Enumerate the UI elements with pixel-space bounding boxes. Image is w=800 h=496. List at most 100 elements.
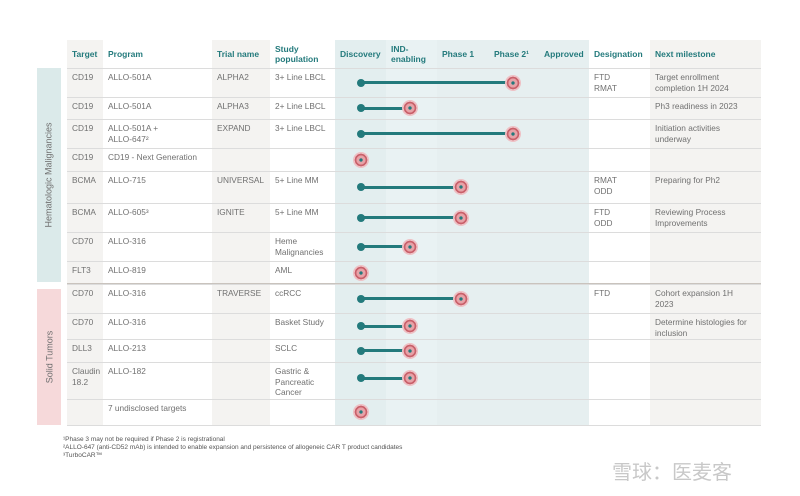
cell-program: ALLO-316 bbox=[108, 288, 146, 298]
cell-trial bbox=[217, 261, 269, 265]
cell-program: 7 undisclosed targets bbox=[108, 403, 187, 413]
cell-program: ALLO-605³ bbox=[108, 207, 149, 217]
cell-milestone bbox=[655, 232, 760, 236]
cell-population: 5+ Line MM bbox=[275, 207, 319, 217]
cell-population bbox=[275, 148, 334, 152]
cell-target: CD70 bbox=[72, 317, 94, 327]
start-dot bbox=[357, 78, 365, 87]
cell-trial: TRAVERSE bbox=[217, 288, 262, 298]
cell-program: CD19 - Next Generation bbox=[108, 152, 198, 162]
cell-designation: RMAT ODD bbox=[594, 175, 617, 196]
cell-target: BCMA bbox=[72, 207, 96, 217]
cell-program: ALLO-715 bbox=[108, 175, 146, 185]
cell-target: FLT3 bbox=[72, 265, 91, 275]
cell-designation: FTD bbox=[594, 288, 611, 298]
cell-population: AML bbox=[275, 265, 293, 275]
cell-program: ALLO-819 bbox=[108, 265, 146, 275]
cell-population: SCLC bbox=[275, 343, 298, 353]
column-bg bbox=[103, 40, 212, 426]
header-1: Program bbox=[108, 49, 143, 59]
cell-target: CD19 bbox=[72, 123, 94, 133]
start-dot bbox=[357, 294, 365, 303]
cell-target: CD70 bbox=[72, 288, 94, 298]
cell-program: ALLO-182 bbox=[108, 366, 146, 376]
cell-milestone bbox=[655, 261, 760, 265]
column-bg bbox=[589, 40, 650, 426]
header-5: IND- enabling bbox=[391, 44, 426, 64]
progress-line bbox=[361, 376, 410, 380]
group-label: Hematologic Malignancies bbox=[44, 122, 54, 228]
stage-marker-icon bbox=[402, 342, 418, 359]
cell-program: ALLO-213 bbox=[108, 343, 146, 353]
cell-population: Gastric & Pancreatic Cancer bbox=[275, 366, 315, 397]
stage-marker-icon bbox=[353, 151, 369, 168]
header-4: Discovery bbox=[340, 49, 381, 59]
cell-program: ALLO-316 bbox=[108, 236, 146, 246]
column-bg bbox=[489, 40, 539, 426]
cell-target: Claudin 18.2 bbox=[72, 366, 101, 387]
header-3: Study population bbox=[275, 44, 319, 64]
cell-milestone: Target enrollment completion 1H 2024 bbox=[655, 72, 729, 93]
table-row bbox=[67, 339, 761, 363]
cell-milestone bbox=[655, 148, 760, 152]
cell-trial bbox=[217, 313, 269, 317]
stage-marker-icon bbox=[353, 404, 369, 420]
cell-trial: EXPAND bbox=[217, 123, 251, 133]
cell-milestone: Reviewing Process Improvements bbox=[655, 207, 726, 228]
footnotes: ¹Phase 3 may not be required if Phase 2 … bbox=[63, 436, 402, 460]
progress-line bbox=[361, 245, 410, 248]
column-bg bbox=[539, 40, 589, 426]
table-row bbox=[67, 284, 761, 314]
progress-line bbox=[361, 132, 513, 135]
cell-designation: FTD RMAT bbox=[594, 72, 617, 93]
stage-marker-icon bbox=[453, 179, 469, 195]
stage-marker-icon bbox=[402, 370, 418, 386]
cell-population: 3+ Line LBCL bbox=[275, 123, 326, 133]
cell-population: ccRCC bbox=[275, 288, 302, 298]
cell-trial: UNIVERSAL bbox=[217, 175, 265, 185]
cell-program: ALLO-316 bbox=[108, 317, 146, 327]
cell-trial bbox=[217, 232, 269, 236]
table-row bbox=[67, 313, 761, 340]
cell-designation: FTD ODD bbox=[594, 207, 613, 228]
cell-target bbox=[72, 399, 102, 403]
start-dot bbox=[357, 242, 365, 251]
cell-trial: ALPHA2 bbox=[217, 72, 249, 82]
cell-target: CD19 bbox=[72, 72, 94, 82]
header-10: Next milestone bbox=[655, 49, 716, 59]
cell-population: 5+ Line MM bbox=[275, 175, 319, 185]
cell-milestone: Ph3 readiness in 2023 bbox=[655, 101, 738, 111]
cell-program: ALLO-501A bbox=[108, 72, 152, 82]
group-label: Solid Tumors bbox=[44, 330, 54, 384]
footnote-3: ³TurboCAR™ bbox=[63, 452, 103, 459]
footnote-2: ²ALLO-647 (anti-CD52 mAb) is intended to… bbox=[63, 444, 403, 451]
cell-population: 3+ Line LBCL bbox=[275, 72, 326, 82]
stage-marker-icon bbox=[505, 125, 521, 142]
group-solid-tumors: Solid Tumors bbox=[37, 289, 61, 425]
header-2: Trial name bbox=[217, 49, 260, 59]
column-bg bbox=[67, 40, 103, 426]
table-row bbox=[67, 362, 761, 400]
table-row bbox=[67, 119, 761, 149]
header-6: Phase 1 bbox=[442, 49, 475, 59]
cell-milestone bbox=[655, 399, 760, 403]
start-dot bbox=[357, 346, 365, 355]
progress-line bbox=[361, 297, 461, 300]
start-dot bbox=[357, 129, 365, 138]
start-dot bbox=[357, 183, 365, 191]
cell-target: CD19 bbox=[72, 101, 94, 111]
group-hematologic: Hematologic Malignancies bbox=[37, 68, 61, 282]
cell-trial: ALPHA3 bbox=[217, 101, 249, 111]
cell-target: DLL3 bbox=[72, 343, 92, 353]
table-row bbox=[67, 261, 761, 285]
table-row bbox=[67, 68, 761, 98]
table-row bbox=[67, 203, 761, 233]
progress-line bbox=[361, 349, 410, 352]
footnote-1: ¹Phase 3 may not be required if Phase 2 … bbox=[63, 436, 225, 443]
stage-marker-icon bbox=[402, 318, 418, 334]
header-7: Phase 2¹ bbox=[494, 49, 529, 59]
column-bg bbox=[650, 40, 761, 426]
progress-line bbox=[361, 185, 461, 189]
bottom-border bbox=[67, 425, 761, 426]
start-dot bbox=[357, 104, 365, 112]
